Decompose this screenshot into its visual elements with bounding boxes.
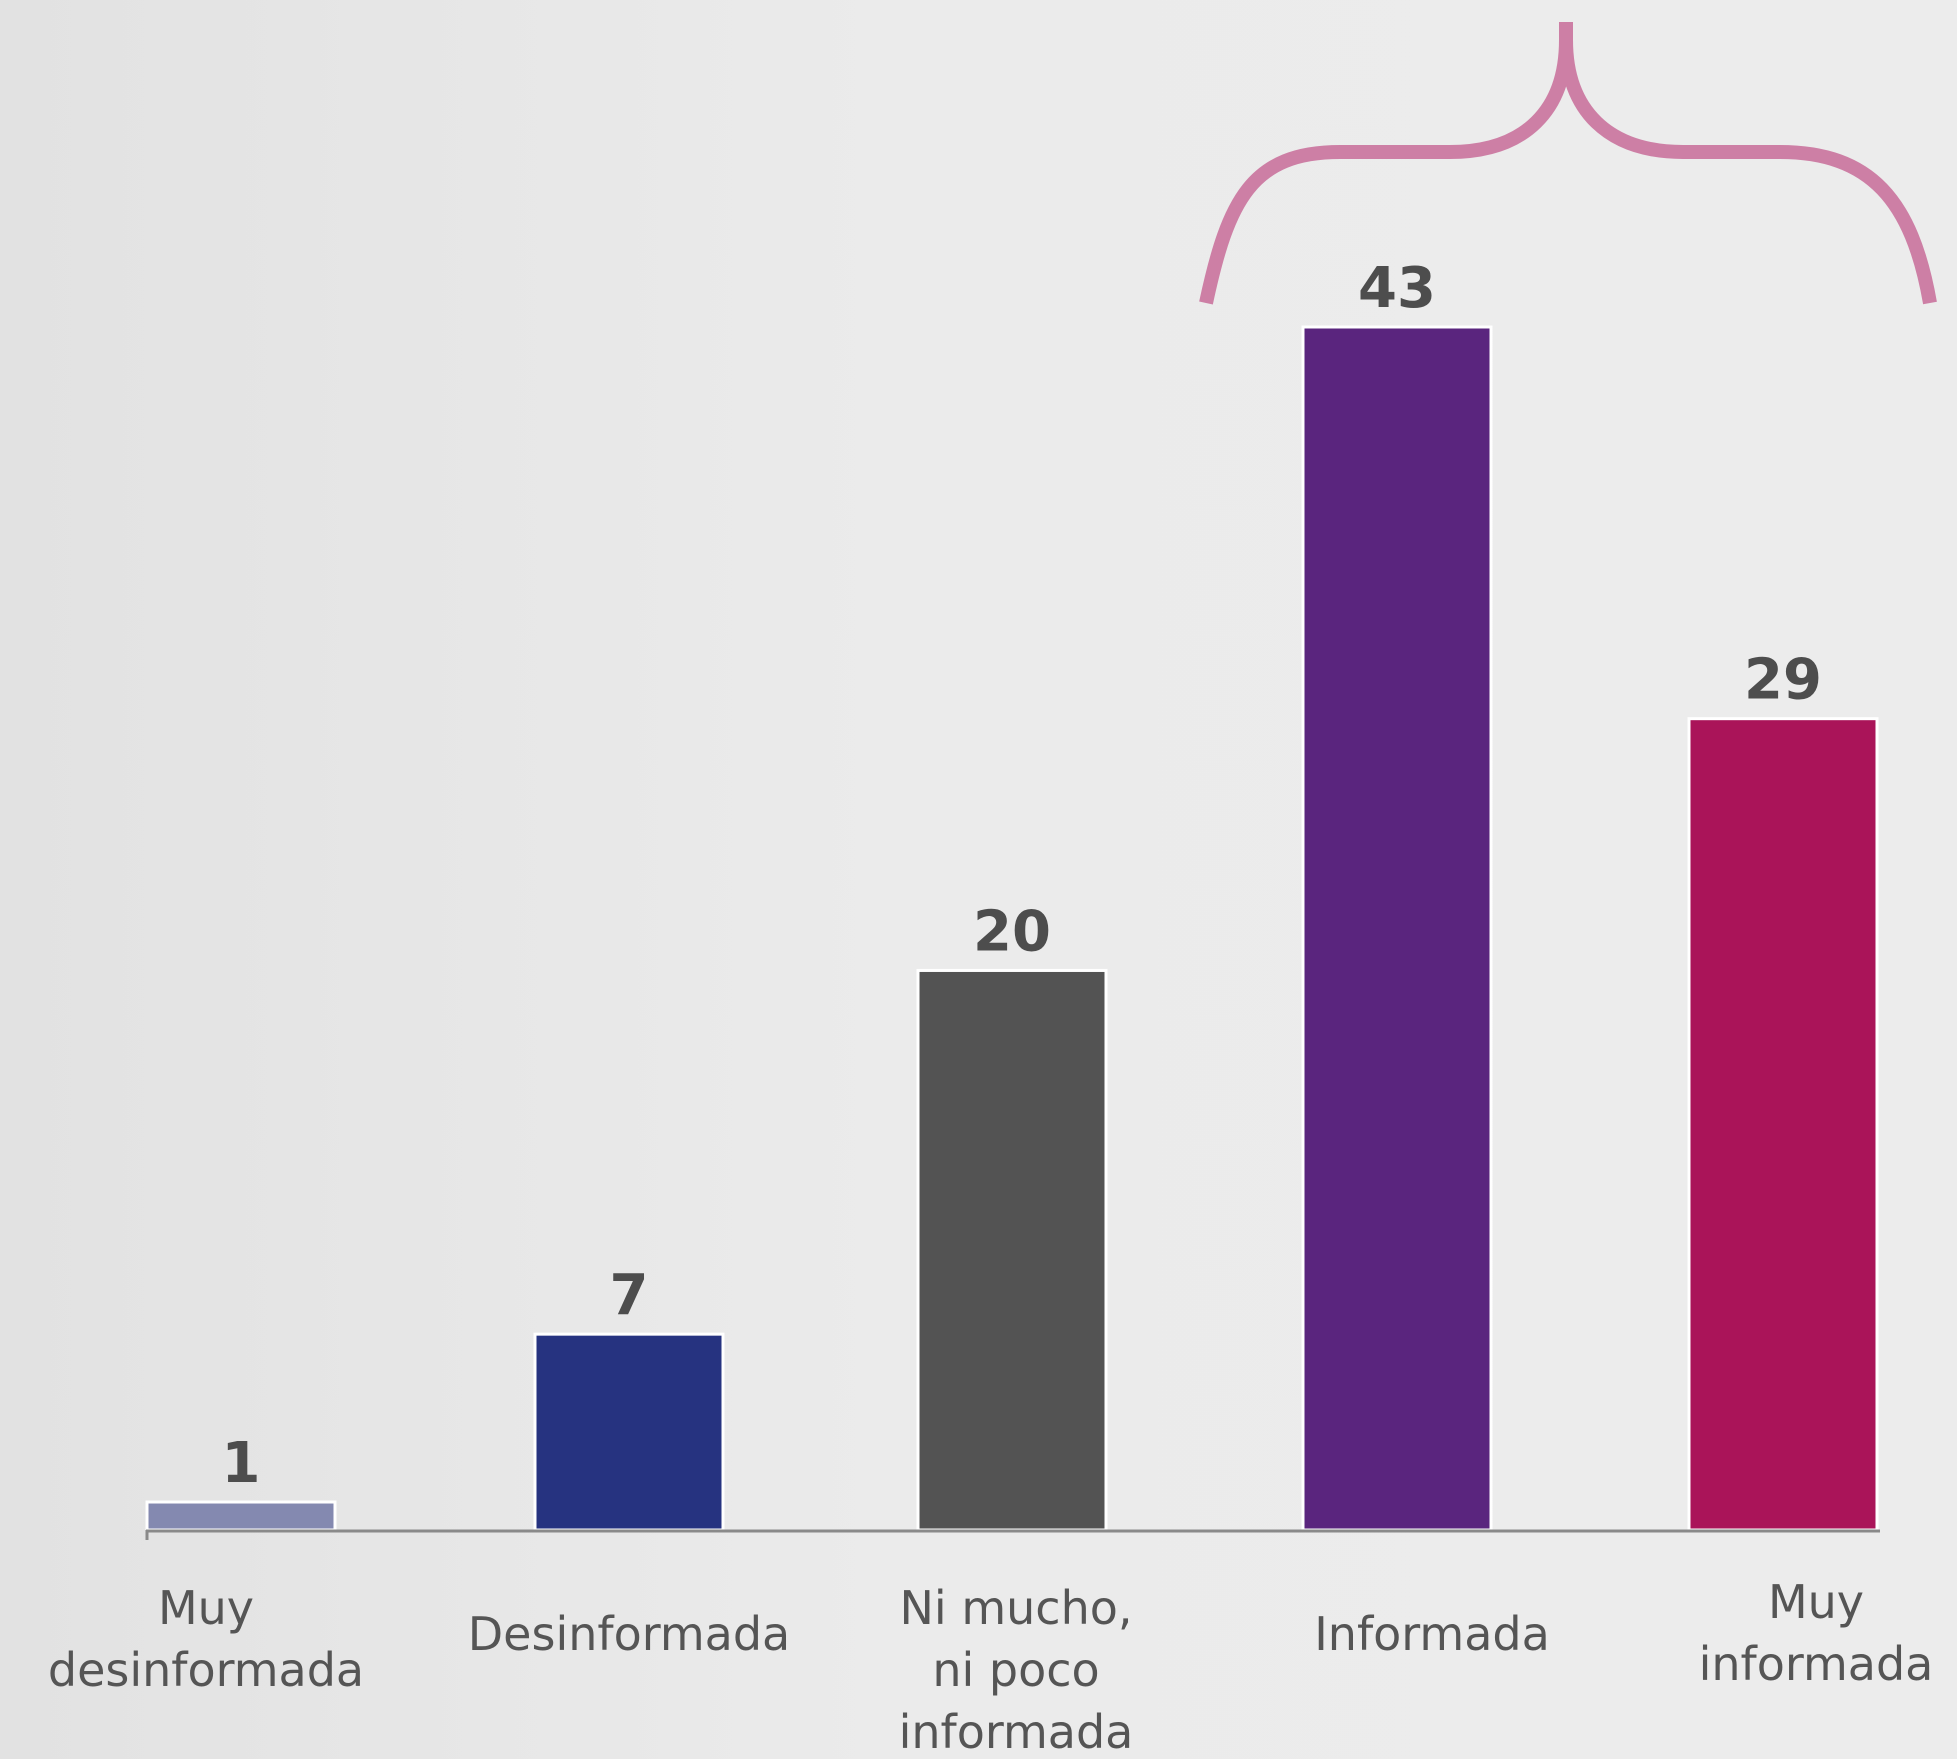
bar: [533, 1332, 725, 1532]
category-label: Informada: [1314, 1607, 1550, 1661]
category-label: Desinformada: [468, 1607, 790, 1661]
bar: [1301, 325, 1493, 1532]
category-label-line: Informada: [1314, 1607, 1550, 1661]
category-label: Muy desinformada: [48, 1581, 364, 1697]
category-label-line: informada: [899, 1705, 1134, 1759]
category-label-line: desinformada: [48, 1643, 364, 1697]
bar: [916, 968, 1108, 1532]
value-labels-group: 1 7 20 43 29: [222, 256, 1822, 1496]
bar: [1687, 717, 1879, 1532]
bar-value-label: 1: [222, 1431, 261, 1496]
category-label: Ni mucho, ni poco informada: [899, 1581, 1134, 1759]
category-label-line: ni poco: [932, 1643, 1099, 1697]
bar-value-label: 7: [610, 1263, 649, 1328]
category-label-line: Ni mucho,: [900, 1581, 1133, 1635]
bar-value-label: 43: [1358, 256, 1436, 321]
category-label-line: Muy: [158, 1581, 254, 1635]
category-label-line: Desinformada: [468, 1607, 790, 1661]
grouping-brace: [1199, 22, 1937, 305]
bar-value-label: 29: [1744, 648, 1822, 713]
bar: [145, 1500, 337, 1532]
category-label: Muy informada: [1699, 1575, 1934, 1691]
bars-group: [145, 325, 1879, 1532]
bar-value-label: 20: [973, 899, 1051, 964]
category-labels-group: Muy desinformada Desinformada Ni mucho, ni p…: [48, 1575, 1934, 1759]
category-label-line: informada: [1699, 1637, 1934, 1691]
category-label-line: Muy: [1768, 1575, 1864, 1629]
